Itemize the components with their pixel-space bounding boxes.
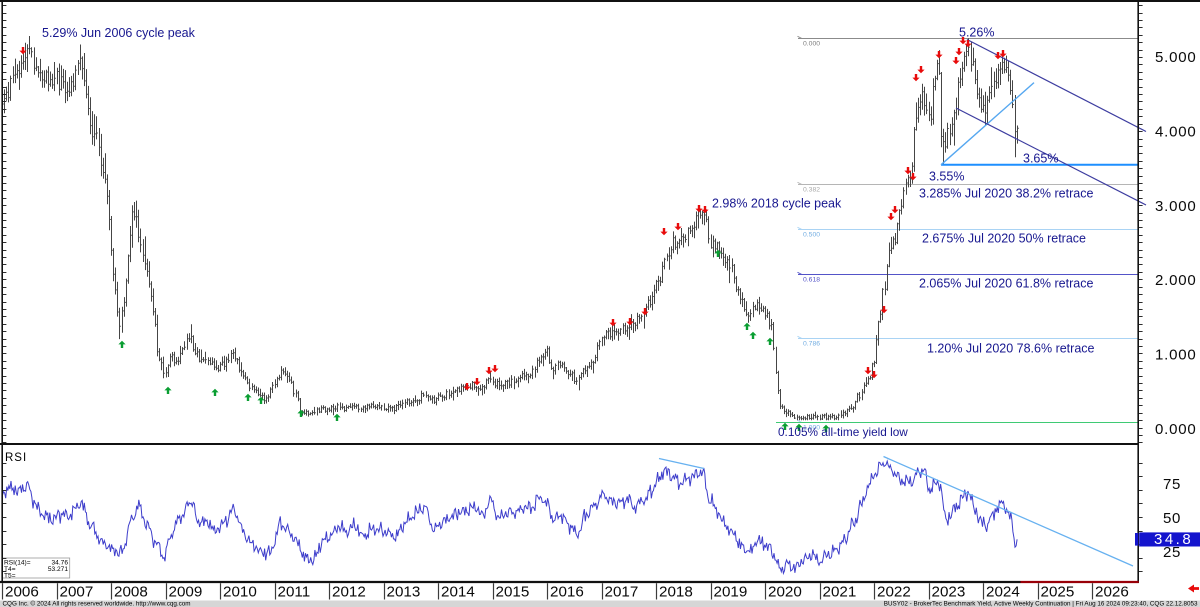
svg-text:0.000: 0.000 — [803, 41, 820, 48]
svg-text:2.065% Jul 2020 61.8% retrace: 2.065% Jul 2020 61.8% retrace — [919, 277, 1093, 291]
svg-text:2.98% 2018 cycle peak: 2.98% 2018 cycle peak — [712, 197, 842, 211]
svg-text:1.000: 1.000 — [1155, 347, 1197, 364]
svg-text:2006: 2006 — [5, 584, 39, 601]
svg-text:2020: 2020 — [768, 584, 802, 601]
svg-text:CQG Inc. © 2024 All rights res: CQG Inc. © 2024 All rights reserved worl… — [3, 600, 191, 607]
svg-text:T5=: T5= — [4, 573, 16, 580]
svg-text:2014: 2014 — [441, 584, 475, 601]
svg-text:2012: 2012 — [332, 584, 366, 601]
svg-text:2015: 2015 — [496, 584, 530, 601]
svg-text:0.786: 0.786 — [803, 341, 820, 348]
svg-text:2011: 2011 — [278, 584, 311, 601]
svg-text:2025: 2025 — [1041, 584, 1075, 601]
svg-text:0.000: 0.000 — [1155, 421, 1197, 438]
svg-text:53.271: 53.271 — [48, 566, 69, 573]
svg-text:2016: 2016 — [550, 584, 584, 601]
svg-text:2023: 2023 — [932, 584, 966, 601]
svg-text:5.26%: 5.26% — [959, 26, 994, 40]
svg-text:BUSY02 - BrokerTec Benchmark Y: BUSY02 - BrokerTec Benchmark Yield, Acti… — [884, 601, 1198, 607]
svg-text:5.29% Jun 2006 cycle peak: 5.29% Jun 2006 cycle peak — [42, 26, 196, 40]
svg-text:2008: 2008 — [114, 584, 148, 601]
svg-text:2024: 2024 — [986, 584, 1020, 601]
svg-text:50: 50 — [1163, 510, 1181, 527]
svg-text:4.000: 4.000 — [1155, 124, 1197, 141]
svg-text:2.000: 2.000 — [1155, 272, 1197, 289]
svg-text:RSI: RSI — [5, 452, 27, 464]
svg-text:2022: 2022 — [877, 584, 911, 601]
svg-text:2009: 2009 — [169, 584, 203, 601]
svg-text:2.675% Jul 2020 50% retrace: 2.675% Jul 2020 50% retrace — [922, 232, 1086, 246]
svg-text:0.618: 0.618 — [803, 277, 820, 284]
svg-text:5.000: 5.000 — [1155, 49, 1197, 66]
svg-text:T4=: T4= — [4, 566, 16, 573]
svg-text:25: 25 — [1163, 544, 1181, 561]
svg-text:2018: 2018 — [659, 584, 693, 601]
svg-text:2017: 2017 — [605, 584, 639, 601]
svg-text:0.382: 0.382 — [803, 187, 820, 194]
svg-text:2013: 2013 — [387, 584, 421, 601]
svg-text:75: 75 — [1163, 476, 1181, 493]
svg-text:RSI(14)=: RSI(14)= — [4, 560, 31, 567]
svg-text:2021: 2021 — [823, 584, 857, 601]
svg-text:2019: 2019 — [714, 584, 748, 601]
svg-text:2026: 2026 — [1095, 584, 1129, 601]
svg-text:1.000: 1.000 — [803, 425, 820, 432]
svg-text:0.105% all-time yield low: 0.105% all-time yield low — [778, 425, 908, 439]
svg-text:34.76: 34.76 — [51, 560, 68, 567]
svg-text:34.8: 34.8 — [1154, 531, 1193, 548]
svg-text:2010: 2010 — [223, 584, 257, 601]
svg-text:3.55%: 3.55% — [929, 170, 964, 184]
svg-text:3.65%: 3.65% — [1023, 152, 1058, 166]
svg-text:1.20% Jul 2020 78.6% retrace: 1.20% Jul 2020 78.6% retrace — [927, 342, 1095, 356]
svg-text:3.000: 3.000 — [1155, 198, 1197, 215]
svg-text:2007: 2007 — [60, 584, 94, 601]
svg-text:0.500: 0.500 — [803, 232, 820, 239]
svg-text:3.285% Jul 2020 38.2% retrace: 3.285% Jul 2020 38.2% retrace — [919, 187, 1093, 201]
